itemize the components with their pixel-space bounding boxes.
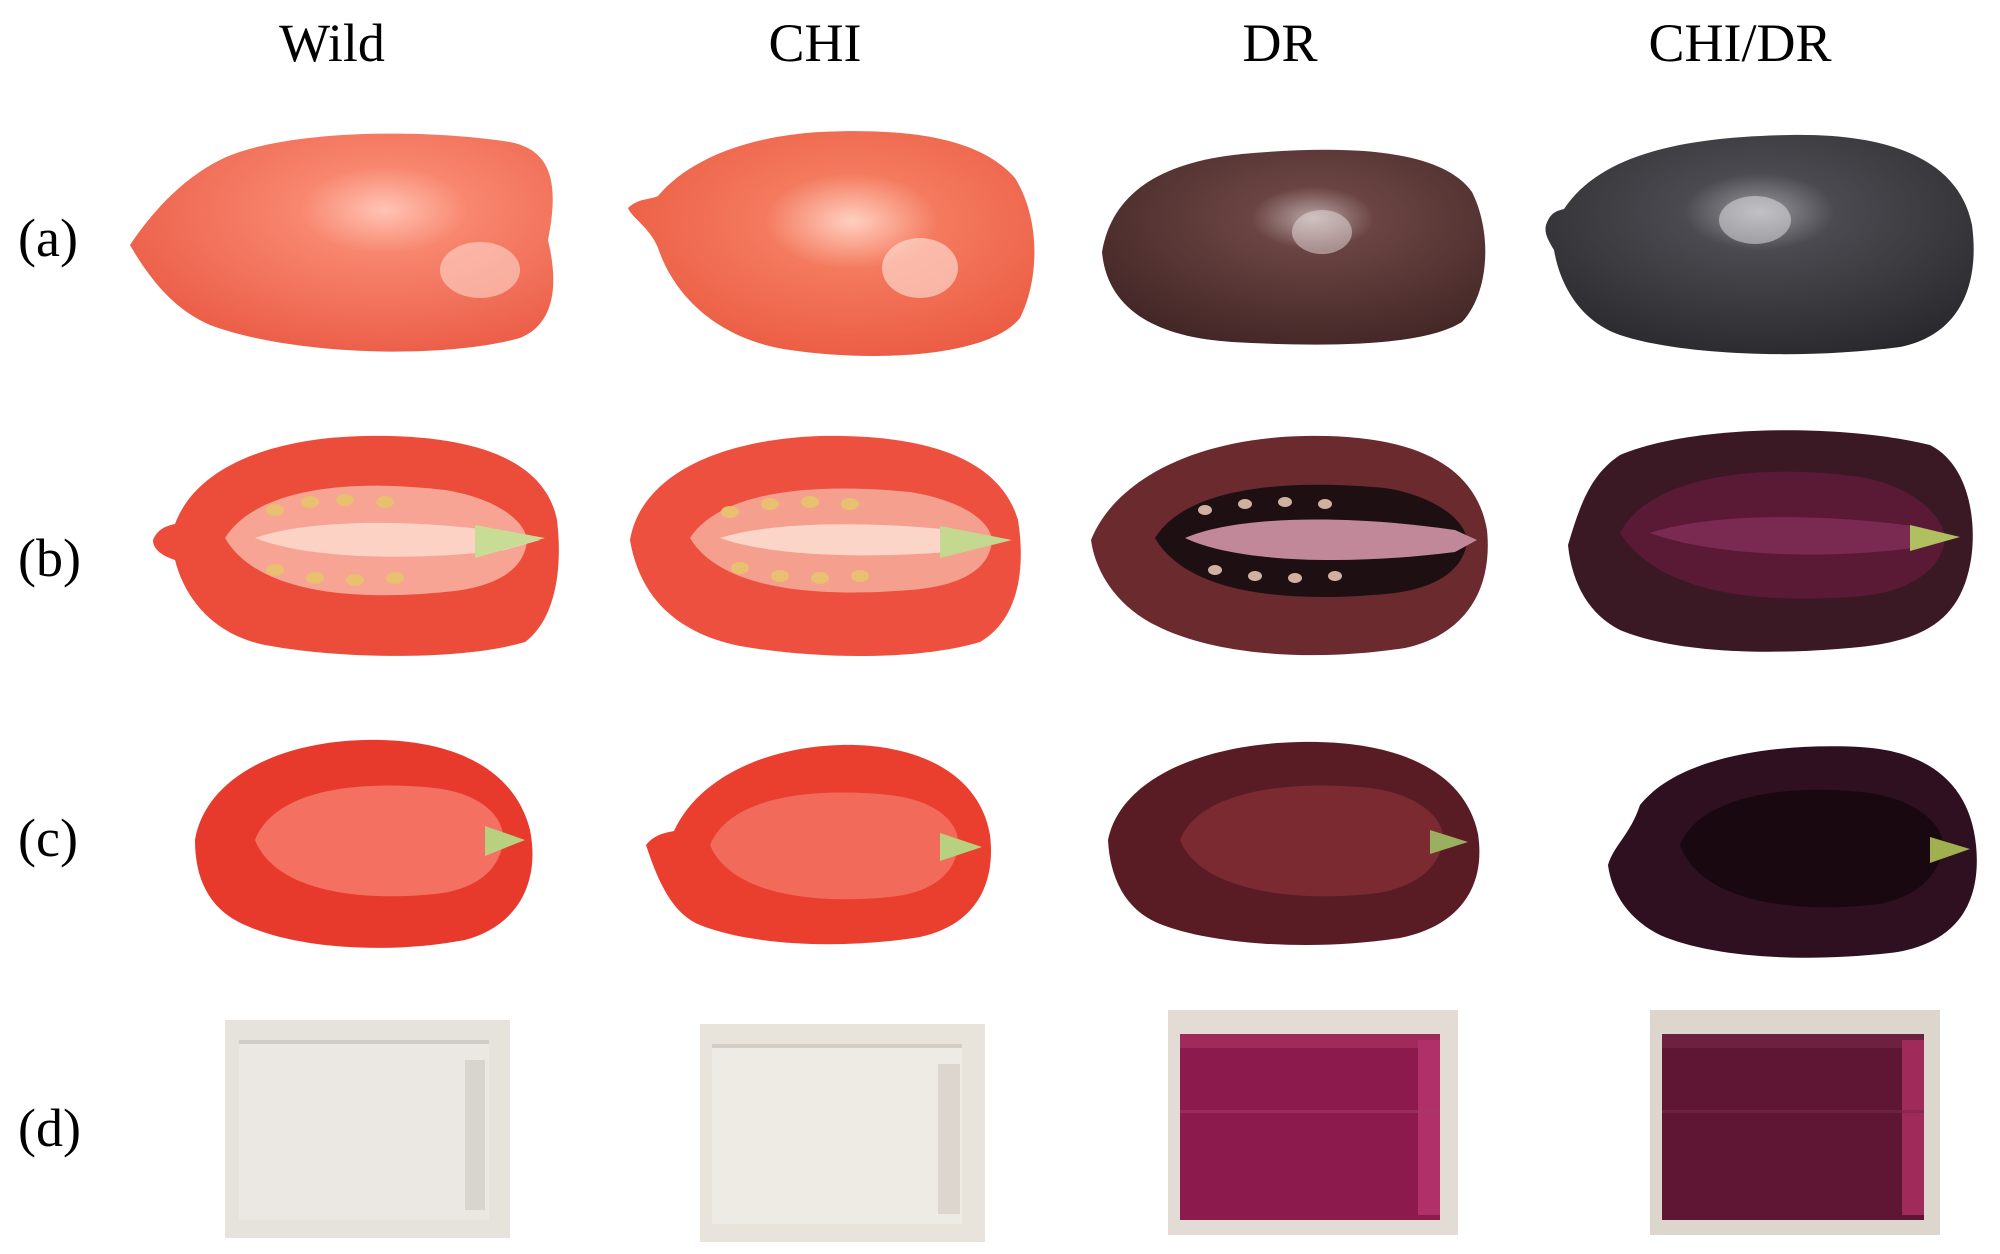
column-label-chi-dr: CHI/DR [1648,13,1832,73]
cut-fruit-seeded-wild [145,420,565,665]
extract-cuvette-chi [700,1024,985,1242]
column-label-dr: DR [1242,13,1318,73]
whole-fruit-chi-dr [1540,125,1980,360]
extract-cuvette-dr [1168,1010,1458,1235]
cut-fruit-seeded-chi-dr [1560,415,1980,660]
cut-fruit-flesh-dr [1100,730,1490,946]
row-label-a: (a) [18,208,78,268]
cut-fruit-flesh-chi [640,735,1000,945]
row-label-b: (b) [18,528,81,588]
row-label-d: (d) [18,1098,81,1158]
cut-fruit-flesh-wild [185,730,545,950]
whole-fruit-dr [1092,132,1492,352]
extract-cuvette-chi-dr [1650,1010,1940,1235]
cut-fruit-seeded-chi [620,420,1030,665]
whole-fruit-chi [620,118,1040,368]
row-label-c: (c) [18,808,78,868]
whole-fruit-wild [120,120,570,360]
cut-fruit-flesh-chi-dr [1600,735,1985,960]
column-label-wild: Wild [279,13,385,73]
column-label-chi: CHI [768,13,862,73]
extract-cuvette-wild [225,1020,510,1238]
cut-fruit-seeded-dr [1085,420,1495,665]
